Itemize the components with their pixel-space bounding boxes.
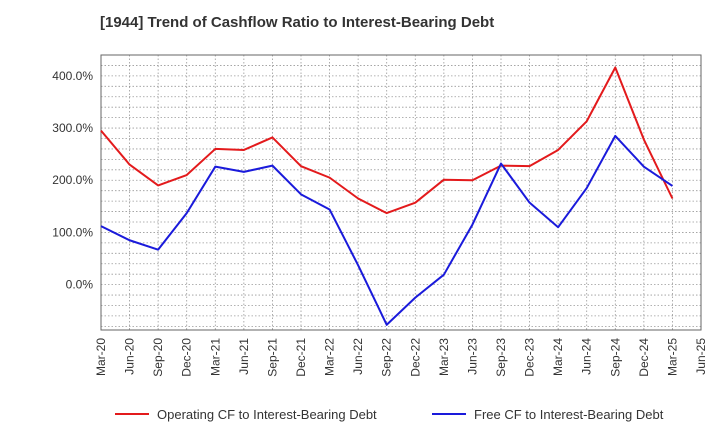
x-tick-label: Jun-23 bbox=[465, 338, 479, 375]
x-tick-label: Dec-22 bbox=[408, 338, 422, 377]
x-tick-label: Sep-20 bbox=[151, 338, 165, 377]
legend-label: Free CF to Interest-Bearing Debt bbox=[474, 407, 664, 422]
x-tick-label: Dec-20 bbox=[180, 338, 194, 377]
x-tick-label: Jun-25 bbox=[694, 338, 708, 375]
x-tick-label: Mar-24 bbox=[551, 338, 565, 376]
x-tick-label: Sep-23 bbox=[494, 338, 508, 377]
x-tick-label: Jun-20 bbox=[123, 338, 137, 375]
series-group bbox=[100, 66, 674, 326]
y-tick-label: 400.0% bbox=[52, 69, 93, 83]
plot-frame bbox=[100, 54, 702, 331]
series-line-free-cf bbox=[100, 134, 673, 326]
plot-border bbox=[100, 54, 702, 331]
x-tick-label: Jun-22 bbox=[351, 338, 365, 375]
chart-title: [1944] Trend of Cashflow Ratio to Intere… bbox=[100, 14, 495, 31]
x-tick-label: Sep-21 bbox=[265, 338, 279, 377]
x-tick-label: Dec-24 bbox=[637, 338, 651, 377]
x-axis-ticks: Mar-20 Jun-20 Sep-20 Dec-20 Mar-21 Jun-21 Sep-… bbox=[94, 338, 708, 377]
y-axis-ticks: 0.0% 100.0% 200.0% 300.0% 400.0% bbox=[52, 69, 93, 292]
x-tick-label: Sep-22 bbox=[380, 338, 394, 377]
x-tick-label: Jun-24 bbox=[580, 338, 594, 375]
x-tick-label: Jun-21 bbox=[237, 338, 251, 375]
x-tick-label: Mar-20 bbox=[94, 338, 108, 376]
y-tick-label: 200.0% bbox=[52, 173, 93, 187]
x-tick-label: Sep-24 bbox=[608, 338, 622, 377]
y-tick-label: 300.0% bbox=[52, 121, 93, 135]
legend: Operating CF to Interest-Bearing Debt Fre… bbox=[115, 407, 664, 422]
x-tick-label: Dec-21 bbox=[294, 338, 308, 377]
y-tick-label: 0.0% bbox=[66, 278, 94, 292]
legend-label: Operating CF to Interest-Bearing Debt bbox=[157, 407, 377, 422]
x-tick-label: Mar-23 bbox=[437, 338, 451, 376]
x-tick-label: Mar-21 bbox=[208, 338, 222, 376]
x-tick-label: Mar-25 bbox=[665, 338, 679, 376]
x-tick-label: Dec-23 bbox=[523, 338, 537, 377]
grid bbox=[100, 54, 702, 330]
series-line-operating-cf bbox=[100, 66, 674, 215]
x-tick-label: Mar-22 bbox=[323, 338, 337, 376]
y-tick-label: 100.0% bbox=[52, 225, 93, 239]
